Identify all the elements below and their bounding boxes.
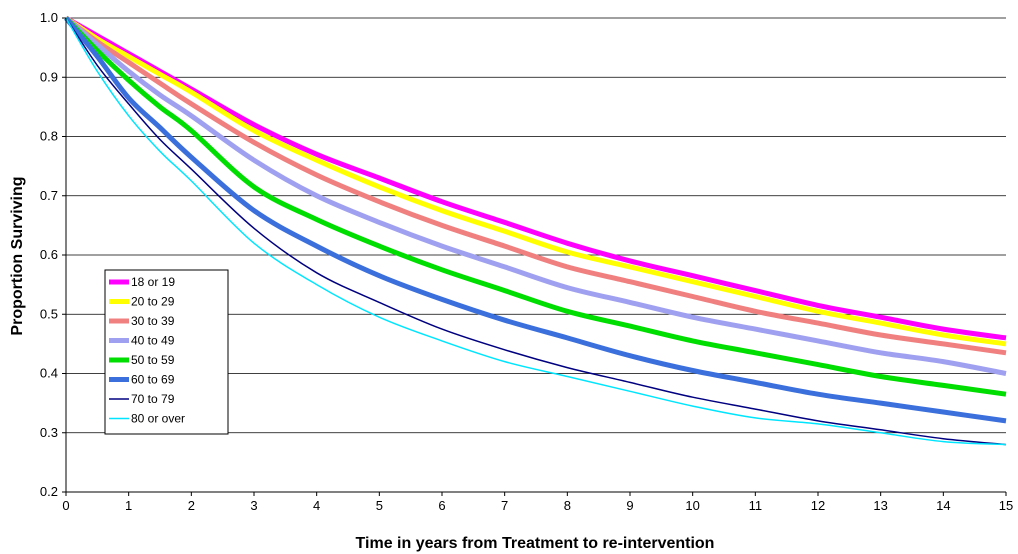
x-tick-label: 8 xyxy=(564,498,571,513)
series-line-80-or-over xyxy=(65,17,1007,446)
legend: 18 or 19 20 to 29 30 to 39 40 to 49 50 to 59… xyxy=(104,269,229,435)
x-tick-label: 13 xyxy=(873,498,887,513)
legend-label: 60 to 69 xyxy=(131,373,175,387)
x-tick-label: 5 xyxy=(376,498,383,513)
x-tick-label: 1 xyxy=(125,498,132,513)
y-tick-label: 1.0 xyxy=(40,10,58,25)
x-tick-label: 15 xyxy=(999,498,1013,513)
series-line-18-or-19 xyxy=(64,15,1007,341)
y-tick-label: 0.7 xyxy=(40,188,58,203)
axes xyxy=(62,17,1007,496)
series-line-40-to-49 xyxy=(64,16,1007,376)
series-line-60-to-69 xyxy=(64,16,1007,424)
y-tick-label: 0.2 xyxy=(40,484,58,499)
x-axis-title: Time in years from Treatment to re-inter… xyxy=(356,535,715,552)
legend-label: 40 to 49 xyxy=(131,334,175,348)
x-tick-label: 4 xyxy=(313,498,320,513)
y-tick-label: 0.3 xyxy=(40,425,58,440)
legend-label: 70 to 79 xyxy=(131,392,175,406)
legend-box xyxy=(104,269,229,435)
y-axis-title: Proportion Surviving xyxy=(9,176,26,335)
x-tick-label: 0 xyxy=(62,498,69,513)
series-lines xyxy=(64,15,1007,446)
y-tick-label: 0.8 xyxy=(40,129,58,144)
x-tick-label: 11 xyxy=(749,498,763,513)
y-tick-label: 0.6 xyxy=(40,247,58,262)
x-tick-label: 9 xyxy=(626,498,633,513)
y-tick-label: 0.9 xyxy=(40,69,58,84)
tick-labels: 0.20.30.40.50.60.70.80.91.00 1 2 3 4 5 6 7 8 9 10 1… xyxy=(40,10,1013,513)
x-tick-label: 14 xyxy=(936,498,950,513)
legend-label: 20 to 29 xyxy=(131,295,175,309)
legend-label: 18 or 19 xyxy=(131,275,175,289)
series-line-20-to-29 xyxy=(64,15,1007,347)
x-tick-label: 10 xyxy=(685,498,699,513)
series-line-50-to-59 xyxy=(64,16,1007,397)
legend-label: 50 to 59 xyxy=(131,353,175,367)
legend-label: 30 to 39 xyxy=(131,314,175,328)
y-tick-label: 0.5 xyxy=(40,306,58,321)
x-tick-label: 3 xyxy=(250,498,257,513)
series-line-70-to-79 xyxy=(65,17,1007,446)
x-tick-label: 6 xyxy=(438,498,445,513)
series-line-30-to-39 xyxy=(64,16,1007,356)
legend-label: 80 or over xyxy=(131,412,185,426)
x-tick-label: 2 xyxy=(188,498,195,513)
x-tick-label: 12 xyxy=(811,498,825,513)
y-tick-label: 0.4 xyxy=(40,366,58,381)
x-tick-label: 7 xyxy=(501,498,508,513)
